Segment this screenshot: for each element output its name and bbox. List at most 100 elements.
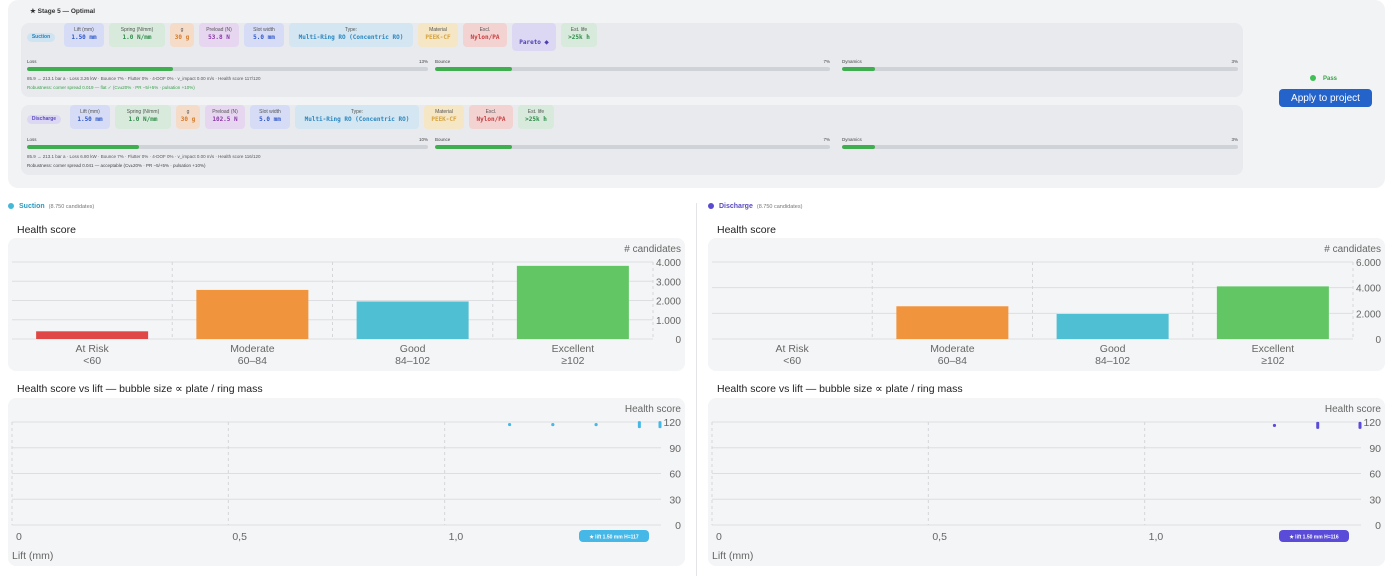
chip-label: Slot width [253,27,275,33]
discharge-config-card: Discharge Lift (mm) 1.50 mm Spring (N/mm) 1.… [21,105,1243,175]
annotation-badge [579,530,649,542]
chip-label: Est. life [570,27,588,33]
candidate-count: (8.750 candidates) [48,204,95,210]
chip-value: 1.50 mm [71,34,97,41]
y-tick-label: 30 [669,494,681,506]
suction-bubble-scatter: Health score 120 90 60 30 0 0 0,5 1,0 Lift (mm) ★ … [11,404,681,562]
chip-value: >25k h [568,34,590,41]
bounce-progress-bar [435,67,830,71]
discharge-summary-text: 85.9 → 213.1 bar a · Loss 6.80 kW · Boun… [27,154,261,159]
x-tick-label: At Risk [75,343,109,355]
y-tick-label: 4.000 [656,258,681,269]
dynamics-progress-bar [842,145,1238,149]
pass-status: Pass [1310,75,1337,82]
bounce-metric-label: Bounce [435,59,451,64]
chip-label: Est. life [527,109,545,115]
bar-at-risk [36,331,149,339]
y-axis-label: Health score [1325,404,1382,415]
bar-excellent [516,265,629,339]
chip-label: Spring (N/mm) [126,109,160,115]
y-tick-label: 1.000 [656,316,681,327]
life-chip: Est. life >25k h [518,105,554,129]
x-axis-label: Lift (mm) [12,550,53,562]
pass-label: Pass [1323,76,1338,82]
loss-progress-bar [27,67,428,71]
life-chip: Est. life >25k h [561,23,597,47]
progress-fill [27,145,140,149]
loss-metric-label: Loss [27,137,37,142]
x-tick-label: Good [1100,343,1126,355]
apply-to-project-button[interactable]: Apply to project [1279,89,1372,107]
spring-chip: Spring (N/mm) 1.0 N/mm [115,105,171,129]
pareto-chip[interactable]: Pareto ⬥ [512,23,556,51]
loss-metric-label: Loss [27,59,37,64]
suction-bubble-title: Health score vs lift — bubble size ∝ pla… [17,383,263,395]
bar-moderate [196,289,309,339]
x-tick-sublabel: 60–84 [238,355,267,367]
data-point [658,421,662,429]
chip-value: 53.8 N [208,34,230,41]
mass-chip: g 30 g [170,23,194,47]
suction-summary-text: 85.9 → 213.1 bar a · Loss 3.26 kW · Boun… [27,76,261,81]
bar-good [356,301,469,339]
preload-chip: Preload (N) 53.8 N [199,23,239,47]
panel-name: Suction [19,203,45,210]
suction-badge: Suction [27,33,55,42]
chip-label: Material [429,27,447,33]
x-tick-label: 0,5 [232,531,247,543]
chip-value: 30 g [180,116,196,123]
mass-chip: g 30 g [176,105,200,129]
suction-health-chart: # candidates 4.000 3.000 2.000 1.000 0 At Risk… [8,238,685,371]
suction-bubble-chart: Health score 120 90 60 30 0 0 0,5 1,0 Lift (mm) ★ … [8,398,685,566]
panel-name: Discharge [719,203,753,210]
progress-fill [435,67,513,71]
y-tick-label: 90 [669,443,681,455]
x-tick-sublabel: ≥102 [561,355,584,367]
progress-fill [842,145,876,149]
x-tick-sublabel: 84–102 [395,355,430,367]
y-tick-label: 6.000 [1356,258,1381,269]
material-chip: Material PEEK-CF [424,105,464,129]
chip-label: Lift (mm) [74,27,94,33]
chip-label: Excl. [479,27,491,33]
loss-metric-pct: 13% [418,59,428,64]
chip-label: Type: [350,109,364,115]
chip-value: 102.5 N [212,116,238,123]
chip-value: PEEK-CF [431,116,457,123]
x-tick-label: 1,0 [1149,531,1164,543]
dynamics-metric-pct: 3% [1231,59,1238,64]
discharge-health-title: Health score [717,224,776,236]
suction-config-card: Suction Lift (mm) 1.50 mm Spring (N/mm) 1.0 … [21,23,1243,97]
chip-value: PEEK-CF [425,34,451,41]
dynamics-metric-pct: 3% [1231,137,1238,142]
lift-chip: Lift (mm) 1.50 mm [64,23,104,47]
data-point [1358,421,1362,429]
x-tick-label: Moderate [930,343,975,355]
y-tick-label: 30 [1369,494,1381,506]
y-tick-label: 2.000 [1356,309,1381,320]
data-point [507,422,512,427]
chip-value: >25k h [525,116,547,123]
x-tick-label: 1,0 [449,531,464,543]
progress-fill [27,67,173,71]
chip-value: Multi-Ring RO (Concentric RO) [298,34,404,41]
panel-divider [696,203,697,576]
discharge-bubble-scatter: Health score 120 90 60 30 0 0 0,5 1,0 Lift (mm) ★ … [711,404,1382,562]
excl-chip: Excl. Nylon/PA [463,23,507,47]
x-axis-label: Lift (mm) [712,550,753,562]
chip-label: Excl. [485,109,497,115]
bounce-progress-bar [435,145,830,149]
lift-chip: Lift (mm) 1.50 mm [70,105,110,129]
chip-value: Multi-Ring RO (Concentric RO) [304,116,410,123]
y-tick-label: 120 [663,417,681,429]
preload-chip: Preload (N) 102.5 N [205,105,245,129]
loss-progress-bar [27,145,428,149]
progress-fill [842,67,876,71]
y-tick-label: 90 [1369,443,1381,455]
y-tick-label: 0 [675,520,681,532]
x-tick-label: 0 [16,531,22,543]
chip-label: Material [435,109,453,115]
x-tick-label: At Risk [775,343,809,355]
x-tick-sublabel: <60 [83,355,101,367]
data-point [1272,423,1277,428]
